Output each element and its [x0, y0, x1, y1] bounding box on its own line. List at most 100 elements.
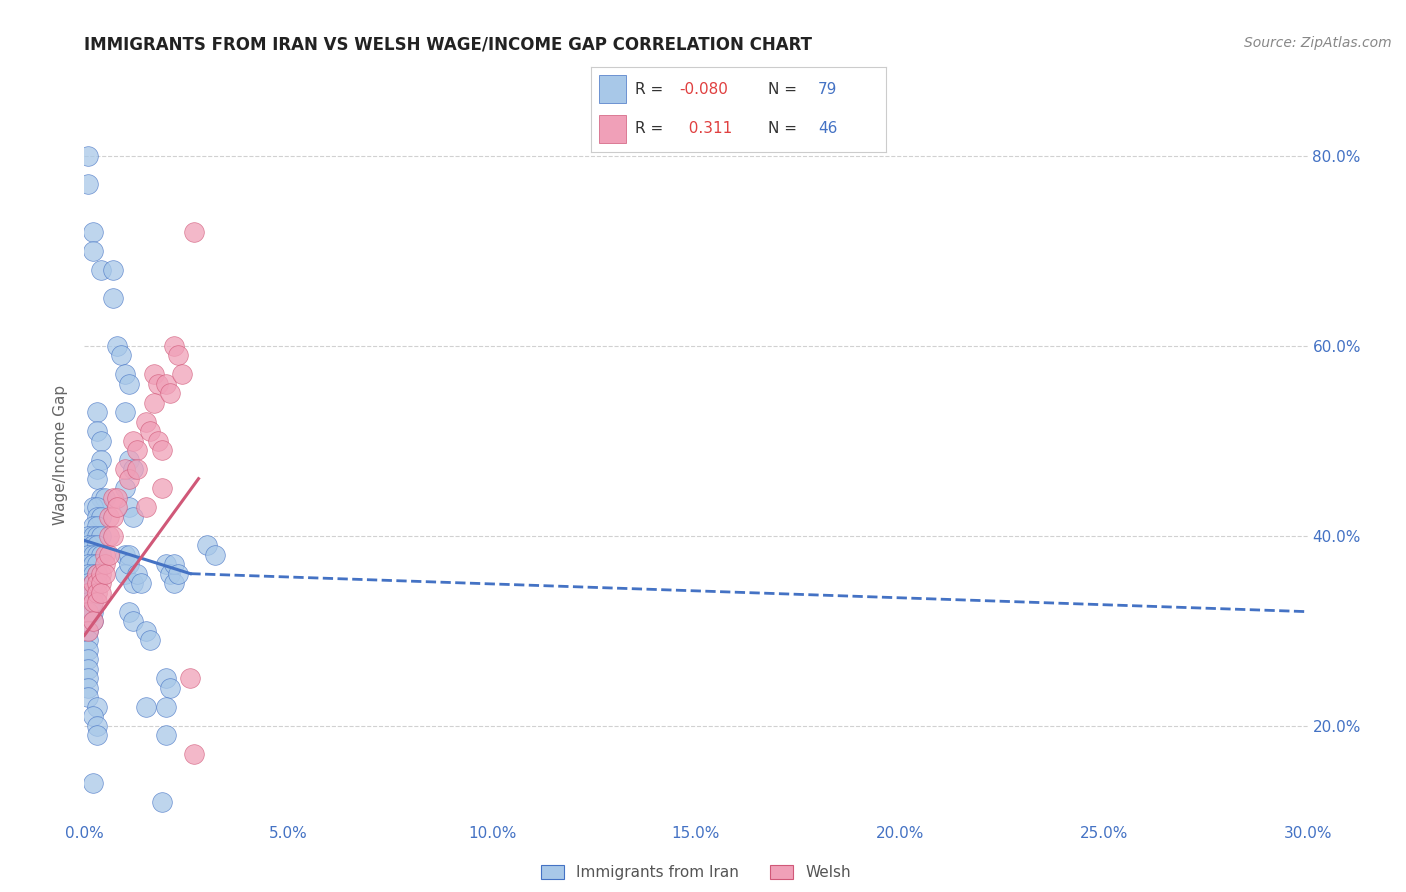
Point: [118, 452, 141, 467]
Point: [167, 348, 190, 362]
Point: [86, 538, 108, 552]
Point: [86, 566, 108, 581]
Point: [90, 509, 112, 524]
Point: [195, 538, 218, 552]
Point: [122, 576, 145, 591]
Point: [90, 491, 112, 505]
Point: [77, 662, 100, 676]
Point: [77, 624, 100, 638]
Point: [93, 557, 117, 571]
Point: [114, 566, 136, 581]
Point: [82, 775, 104, 789]
Point: [114, 405, 136, 419]
Point: [138, 424, 160, 438]
Point: [77, 557, 100, 571]
Point: [86, 719, 108, 733]
Point: [86, 728, 108, 742]
Point: [86, 500, 108, 515]
Point: [163, 576, 186, 591]
Point: [77, 633, 100, 648]
Point: [183, 225, 205, 239]
Point: [114, 367, 136, 381]
Point: [135, 500, 157, 515]
Y-axis label: Wage/Income Gap: Wage/Income Gap: [53, 384, 69, 525]
Point: [118, 472, 141, 486]
Point: [118, 376, 141, 391]
Point: [77, 624, 100, 638]
Point: [90, 529, 112, 543]
Point: [77, 652, 100, 666]
Text: R =: R =: [636, 82, 668, 97]
Point: [90, 434, 112, 448]
Point: [77, 690, 100, 705]
Text: IMMIGRANTS FROM IRAN VS WELSH WAGE/INCOME GAP CORRELATION CHART: IMMIGRANTS FROM IRAN VS WELSH WAGE/INCOM…: [84, 36, 813, 54]
Point: [82, 595, 104, 609]
Point: [86, 595, 108, 609]
Point: [146, 376, 169, 391]
Point: [122, 614, 145, 628]
Point: [159, 386, 181, 401]
Point: [93, 566, 117, 581]
Point: [82, 244, 104, 258]
Text: N =: N =: [768, 82, 801, 97]
FancyBboxPatch shape: [599, 76, 626, 103]
Point: [101, 491, 124, 505]
Point: [82, 709, 104, 723]
Point: [86, 566, 108, 581]
Point: [122, 509, 145, 524]
Point: [77, 576, 100, 591]
Point: [122, 434, 145, 448]
Legend: Immigrants from Iran, Welsh: Immigrants from Iran, Welsh: [536, 859, 856, 886]
Point: [82, 585, 104, 599]
Point: [77, 177, 100, 191]
Point: [122, 462, 145, 476]
Point: [150, 795, 173, 809]
Point: [86, 548, 108, 562]
Point: [77, 529, 100, 543]
Point: [101, 262, 124, 277]
Point: [77, 605, 100, 619]
Point: [159, 566, 181, 581]
Point: [159, 681, 181, 695]
Point: [77, 595, 100, 609]
Point: [86, 462, 108, 476]
Point: [77, 566, 100, 581]
Point: [127, 443, 149, 458]
Point: [114, 481, 136, 495]
Point: [183, 747, 205, 761]
Point: [82, 576, 104, 591]
Point: [90, 262, 112, 277]
Point: [146, 434, 169, 448]
Point: [77, 548, 100, 562]
Point: [101, 529, 124, 543]
Point: [82, 538, 104, 552]
Point: [163, 557, 186, 571]
Point: [204, 548, 226, 562]
Point: [82, 566, 104, 581]
Point: [77, 605, 100, 619]
Point: [86, 576, 108, 591]
Point: [86, 529, 108, 543]
Point: [142, 367, 165, 381]
Point: [155, 728, 177, 742]
Point: [82, 548, 104, 562]
Point: [90, 585, 112, 599]
Point: [127, 566, 149, 581]
Point: [82, 529, 104, 543]
Point: [118, 557, 141, 571]
Point: [163, 339, 186, 353]
Point: [86, 557, 108, 571]
Point: [86, 699, 108, 714]
Point: [86, 472, 108, 486]
Point: [97, 509, 120, 524]
Point: [105, 500, 128, 515]
Point: [179, 671, 201, 685]
Text: N =: N =: [768, 121, 801, 136]
Point: [135, 699, 157, 714]
Point: [135, 624, 157, 638]
Point: [90, 566, 112, 581]
Point: [101, 509, 124, 524]
Point: [135, 415, 157, 429]
Point: [105, 491, 128, 505]
Point: [118, 500, 141, 515]
